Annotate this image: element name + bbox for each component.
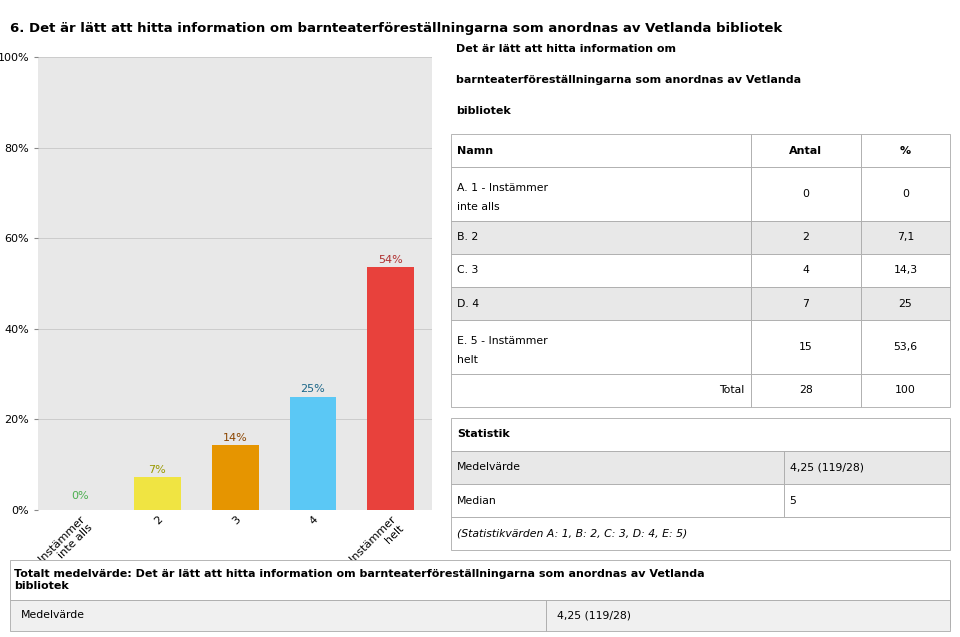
Bar	[783, 451, 950, 484]
Text: 4: 4	[803, 266, 809, 275]
Text: Namn: Namn	[457, 146, 493, 155]
Bar	[451, 287, 751, 320]
Text: 119: 119	[732, 606, 753, 616]
Bar	[451, 451, 783, 484]
Text: 4,25 (119/28): 4,25 (119/28)	[790, 462, 864, 473]
Bar	[751, 287, 860, 320]
Text: 7: 7	[803, 299, 809, 308]
Bar	[860, 220, 950, 254]
Text: Statistik: Statistik	[457, 429, 510, 439]
Text: %: %	[900, 146, 911, 155]
Bar	[860, 374, 950, 407]
Text: bibliotek: bibliotek	[456, 106, 511, 116]
Bar	[751, 374, 860, 407]
Text: Medelvärde: Medelvärde	[21, 610, 84, 620]
Text: inte alls: inte alls	[457, 203, 500, 212]
Bar	[451, 517, 950, 550]
Bar	[10, 600, 546, 631]
Bar	[451, 167, 751, 220]
Text: C. 3: C. 3	[457, 266, 479, 275]
Text: 14,3: 14,3	[894, 266, 918, 275]
Bar	[451, 254, 751, 287]
Text: 14%: 14%	[223, 433, 248, 443]
Text: 0%: 0%	[71, 490, 88, 501]
Bar	[751, 220, 860, 254]
Text: Totalt medelvärde: Det är lätt att hitta information om barnteaterföreställninga: Totalt medelvärde: Det är lätt att hitta…	[14, 569, 705, 590]
Bar	[134, 478, 180, 510]
Text: Summa: Summa	[457, 606, 499, 616]
Text: 2: 2	[803, 233, 809, 242]
Text: Antal: Antal	[789, 146, 822, 155]
Text: 25%: 25%	[300, 384, 325, 394]
Text: E. 5 - Instämmer: E. 5 - Instämmer	[457, 336, 548, 345]
Bar	[783, 484, 950, 517]
Bar	[212, 445, 258, 510]
Bar	[451, 220, 751, 254]
Text: 100: 100	[895, 385, 916, 396]
Text: barnteaterföreställningarna som anordnas av Vetlanda: barnteaterföreställningarna som anordnas…	[456, 75, 802, 85]
Text: Median: Median	[457, 496, 497, 506]
Bar	[368, 267, 414, 510]
Text: 6. Det är lätt att hitta information om barnteaterföreställningarna som anordnas: 6. Det är lätt att hitta information om …	[10, 22, 781, 35]
Bar	[751, 167, 860, 220]
Text: 4,25 (119/28): 4,25 (119/28)	[557, 610, 631, 620]
Bar	[860, 134, 950, 167]
Text: Det är lätt att hitta information om: Det är lätt att hitta information om	[456, 43, 676, 54]
Text: 28: 28	[799, 385, 812, 396]
Bar	[726, 594, 950, 627]
Bar	[451, 418, 950, 451]
Text: 25: 25	[899, 299, 912, 308]
Bar	[860, 167, 950, 220]
Text: 15: 15	[799, 342, 812, 352]
Bar	[751, 254, 860, 287]
Bar	[451, 484, 783, 517]
Bar	[451, 561, 950, 594]
Text: 5: 5	[790, 496, 797, 506]
Bar	[860, 320, 950, 374]
Bar	[751, 134, 860, 167]
Bar	[451, 134, 751, 167]
Text: B. 2: B. 2	[457, 233, 478, 242]
Bar	[751, 320, 860, 374]
Bar	[290, 396, 336, 510]
Bar	[451, 320, 751, 374]
Text: A. 1 - Instämmer: A. 1 - Instämmer	[457, 183, 548, 192]
Text: 0: 0	[803, 189, 809, 199]
Text: 54%: 54%	[378, 255, 403, 265]
Text: Summeringstabell: Summeringstabell	[457, 573, 571, 583]
Bar	[546, 600, 950, 631]
Text: 0: 0	[902, 189, 909, 199]
Bar	[451, 374, 751, 407]
Text: Total: Total	[719, 385, 745, 396]
Text: 7%: 7%	[149, 465, 166, 475]
Text: (Statistikvärden A: 1, B: 2, C: 3, D: 4, E: 5): (Statistikvärden A: 1, B: 2, C: 3, D: 4,…	[457, 529, 687, 539]
Bar	[451, 594, 726, 627]
Bar	[860, 254, 950, 287]
Text: 53,6: 53,6	[894, 342, 918, 352]
Text: D. 4: D. 4	[457, 299, 479, 308]
Text: 7,1: 7,1	[897, 233, 914, 242]
Text: Medelvärde: Medelvärde	[457, 462, 521, 473]
Bar	[860, 287, 950, 320]
Bar	[10, 559, 950, 600]
Text: helt: helt	[457, 355, 478, 366]
